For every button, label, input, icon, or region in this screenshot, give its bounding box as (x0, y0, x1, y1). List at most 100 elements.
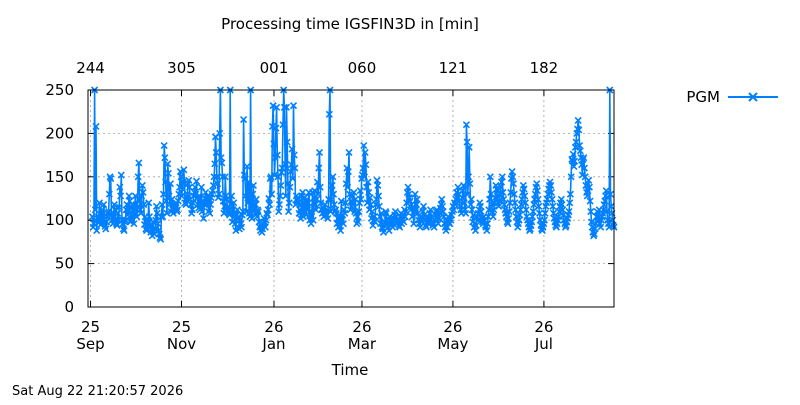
data-point (400, 218, 408, 226)
data-point (520, 185, 528, 193)
data-point (166, 180, 175, 188)
data-point (312, 206, 320, 214)
data-point (237, 223, 246, 231)
data-point (284, 180, 292, 188)
timestamp: Sat Aug 22 21:20:57 2026 (12, 384, 183, 399)
data-point (548, 195, 556, 203)
data-point (327, 195, 336, 203)
data-point (183, 190, 191, 198)
data-point (511, 199, 519, 207)
data-point (173, 206, 182, 214)
data-point (261, 223, 269, 231)
data-point (242, 192, 250, 200)
data-point (139, 188, 147, 196)
data-point (529, 207, 537, 216)
data-point (275, 207, 283, 216)
data-point (413, 195, 421, 203)
data-point (464, 173, 473, 181)
data-point (408, 213, 416, 221)
data-point (218, 159, 226, 167)
data-point (454, 183, 462, 191)
data-point (464, 190, 472, 198)
y-tick-label: 150 (45, 168, 74, 186)
data-point (304, 199, 312, 207)
data-point (607, 202, 615, 210)
data-point (416, 223, 424, 231)
data-point (276, 192, 284, 200)
data-point (316, 183, 324, 191)
data-point (214, 180, 222, 188)
data-point (221, 173, 229, 181)
data-point (218, 173, 227, 181)
data-point (216, 129, 224, 137)
data-point (192, 177, 201, 185)
data-point (120, 227, 128, 235)
data-point (290, 151, 298, 159)
legend-label-pgm: PGM (686, 88, 720, 106)
chart-title: Processing time IGSFIN3D in [min] (221, 15, 479, 33)
data-point (116, 183, 124, 191)
x-tick-label-day: 26 (264, 318, 283, 336)
data-point (510, 190, 518, 198)
x-tick-label-month: May (437, 335, 468, 353)
data-point (164, 169, 172, 177)
plot-frame (87, 89, 615, 308)
data-point (114, 209, 122, 217)
data-point (329, 190, 338, 198)
data-point (549, 202, 557, 210)
data-point (531, 190, 539, 198)
x-top-tick-label: 182 (530, 59, 559, 77)
grid (88, 90, 614, 307)
data-point (325, 195, 333, 203)
data-point (483, 227, 491, 235)
data-point (178, 185, 187, 193)
x-top-tick-label: 305 (167, 59, 196, 77)
data-point (225, 211, 234, 219)
data-point (463, 138, 471, 146)
data-point (288, 145, 296, 153)
data-point (356, 187, 364, 195)
data-point (438, 195, 446, 203)
x-top-tick-label: 244 (76, 59, 105, 77)
data-point (244, 178, 253, 186)
x-tick-label-day: 26 (352, 318, 371, 336)
data-point (121, 216, 130, 224)
data-point (533, 187, 541, 195)
data-point (533, 180, 541, 188)
data-point (212, 148, 220, 157)
data-point (248, 214, 256, 223)
data-point (107, 174, 115, 183)
data-point (138, 181, 146, 190)
data-point (262, 216, 270, 224)
data-point (345, 148, 353, 157)
data-point (341, 209, 349, 217)
data-point (521, 199, 530, 207)
data-point (307, 220, 315, 228)
data-point (285, 199, 293, 207)
x-tick-label-day: 25 (172, 318, 191, 336)
data-point (486, 173, 494, 181)
data-point (460, 199, 468, 207)
x-tick-label-month: Sep (76, 335, 104, 353)
data-point (365, 188, 373, 196)
data-point (272, 124, 280, 132)
data-point (300, 207, 308, 216)
data-point (366, 194, 374, 202)
data-point (273, 103, 281, 111)
data-point (95, 199, 104, 207)
data-point (91, 206, 99, 214)
data-point (117, 171, 125, 179)
data-point (280, 103, 288, 111)
data-point (202, 188, 210, 196)
data-point (277, 181, 285, 190)
data-point (567, 173, 575, 181)
data-point (325, 110, 333, 118)
data-point (154, 220, 162, 228)
data-point (495, 197, 503, 205)
data-point (330, 201, 338, 209)
data-point (275, 201, 284, 209)
data-point (244, 199, 252, 207)
data-point (571, 157, 579, 165)
data-point (159, 190, 168, 198)
